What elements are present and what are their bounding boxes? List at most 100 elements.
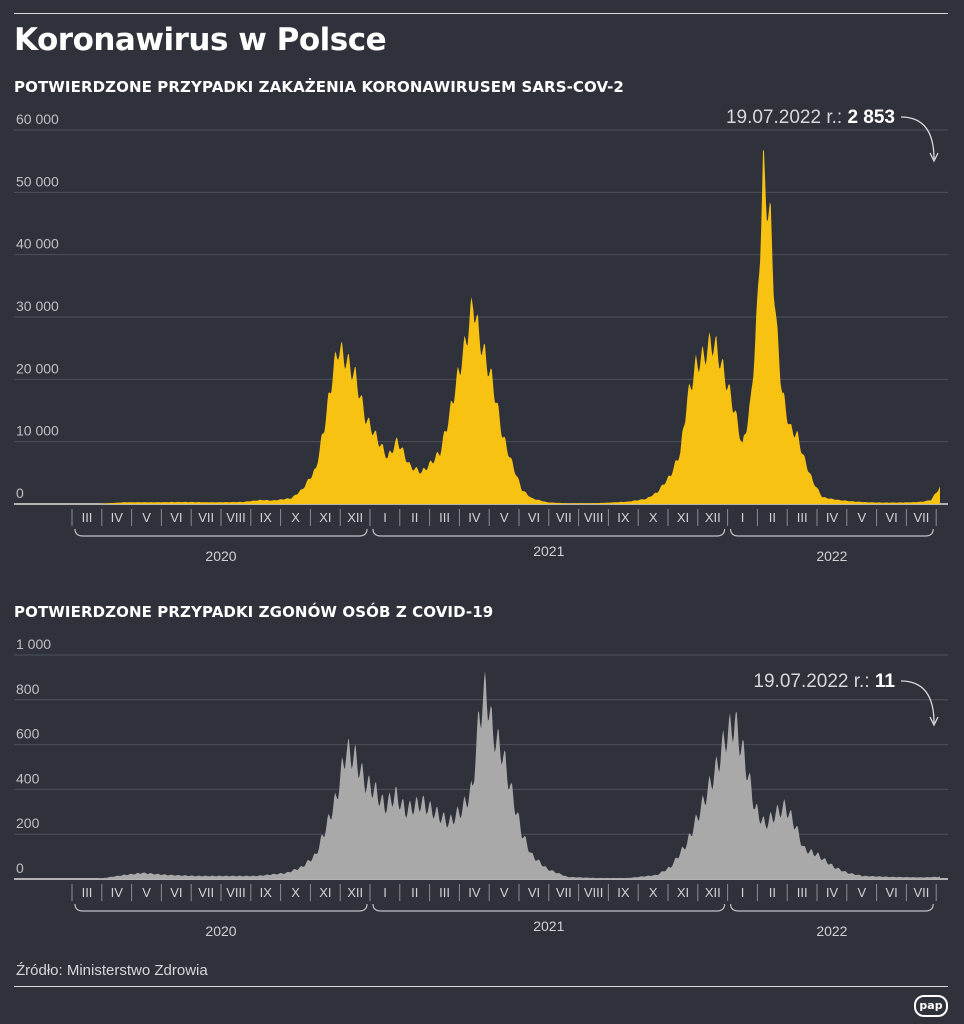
month-label: XI — [677, 885, 689, 900]
year-label: 2021 — [533, 543, 564, 559]
year-bracket — [74, 903, 368, 912]
month-label: I — [383, 885, 387, 900]
year-bracket — [730, 528, 934, 537]
year-label: 2020 — [205, 923, 236, 939]
month-label: VIII — [226, 885, 246, 900]
month-label: VIII — [584, 510, 604, 525]
month-label: VII — [556, 885, 572, 900]
month-label: X — [291, 510, 300, 525]
year-bracket — [372, 528, 726, 537]
y-tick-label: 30 000 — [16, 298, 59, 314]
month-label: II — [411, 885, 418, 900]
y-tick-label: 40 000 — [16, 236, 59, 252]
latest-value-annotation: 19.07.2022 r.: 11 — [753, 671, 895, 692]
month-label: X — [649, 510, 658, 525]
cases-chart-title: POTWIERDZONE PRZYPADKI ZAKAŻENIA KORONAW… — [14, 78, 624, 96]
month-label: XII — [347, 510, 363, 525]
month-label: X — [649, 885, 658, 900]
month-label: VII — [913, 510, 929, 525]
y-tick-label: 50 000 — [16, 173, 59, 189]
y-tick-label: 10 000 — [16, 423, 59, 439]
month-label: IX — [617, 510, 630, 525]
y-tick-label: 600 — [16, 726, 40, 742]
month-label: II — [411, 510, 418, 525]
year-bracket — [74, 528, 368, 537]
month-label: VI — [885, 885, 897, 900]
annotation-arrow — [900, 116, 935, 160]
month-label: VI — [528, 510, 540, 525]
month-label: II — [769, 885, 776, 900]
data-area — [97, 149, 940, 505]
month-label: III — [439, 885, 450, 900]
year-label: 2022 — [816, 548, 847, 564]
year-label: 2020 — [205, 548, 236, 564]
month-label: VIII — [584, 885, 604, 900]
month-label: XII — [347, 885, 363, 900]
y-tick-label: 0 — [16, 485, 24, 501]
month-label: III — [82, 885, 93, 900]
year-label: 2022 — [816, 923, 847, 939]
month-label: XII — [705, 510, 721, 525]
month-label: IV — [826, 510, 839, 525]
month-label: VI — [885, 510, 897, 525]
y-tick-label: 1 000 — [16, 636, 51, 652]
month-label: V — [142, 510, 151, 525]
year-label: 2021 — [533, 918, 564, 934]
month-label: VII — [198, 885, 214, 900]
y-tick-label: 60 000 — [16, 111, 59, 127]
top-rule — [14, 13, 948, 14]
month-label: XI — [319, 885, 331, 900]
month-label: VI — [528, 885, 540, 900]
pap-logo: pap — [914, 995, 948, 1017]
month-label: VI — [170, 510, 182, 525]
month-label: IV — [111, 510, 124, 525]
page-title: Koronawirus w Polsce — [14, 22, 387, 58]
month-label: VII — [198, 510, 214, 525]
month-label: V — [857, 510, 866, 525]
month-label: III — [797, 510, 808, 525]
month-label: I — [383, 510, 387, 525]
month-label: I — [741, 885, 745, 900]
month-label: VIII — [226, 510, 246, 525]
y-tick-label: 800 — [16, 681, 40, 697]
month-label: VII — [913, 885, 929, 900]
month-label: VII — [556, 510, 572, 525]
arrow-head-icon — [929, 152, 939, 163]
bottom-rule — [14, 986, 948, 987]
month-label: III — [439, 510, 450, 525]
month-label: IV — [468, 510, 481, 525]
month-label: V — [142, 885, 151, 900]
month-label: IX — [260, 885, 273, 900]
month-label: V — [500, 885, 509, 900]
month-label: IX — [260, 510, 273, 525]
month-label: XI — [677, 510, 689, 525]
y-tick-label: 400 — [16, 770, 40, 786]
y-tick-label: 200 — [16, 815, 40, 831]
month-label: I — [741, 510, 745, 525]
month-label: IX — [617, 885, 630, 900]
month-label: II — [769, 510, 776, 525]
month-label: V — [500, 510, 509, 525]
month-label: III — [797, 885, 808, 900]
latest-value-annotation: 19.07.2022 r.: 2 853 — [726, 107, 895, 128]
month-label: X — [291, 885, 300, 900]
deaths-chart-title: POTWIERDZONE PRZYPADKI ZGONÓW OSÓB Z COV… — [14, 603, 494, 621]
month-label: V — [857, 885, 866, 900]
year-bracket — [372, 903, 726, 912]
month-label: XII — [705, 885, 721, 900]
month-label: IV — [111, 885, 124, 900]
arrow-head-icon — [929, 716, 939, 727]
month-label: XI — [319, 510, 331, 525]
y-tick-label: 0 — [16, 860, 24, 876]
month-label: IV — [826, 885, 839, 900]
y-tick-label: 20 000 — [16, 360, 59, 376]
month-label: III — [82, 510, 93, 525]
annotation-arrow — [900, 680, 935, 724]
month-label: IV — [468, 885, 481, 900]
year-bracket — [730, 903, 934, 912]
month-label: VI — [170, 885, 182, 900]
data-area — [97, 671, 940, 879]
source-note: Źródło: Ministerstwo Zdrowia — [16, 962, 208, 979]
